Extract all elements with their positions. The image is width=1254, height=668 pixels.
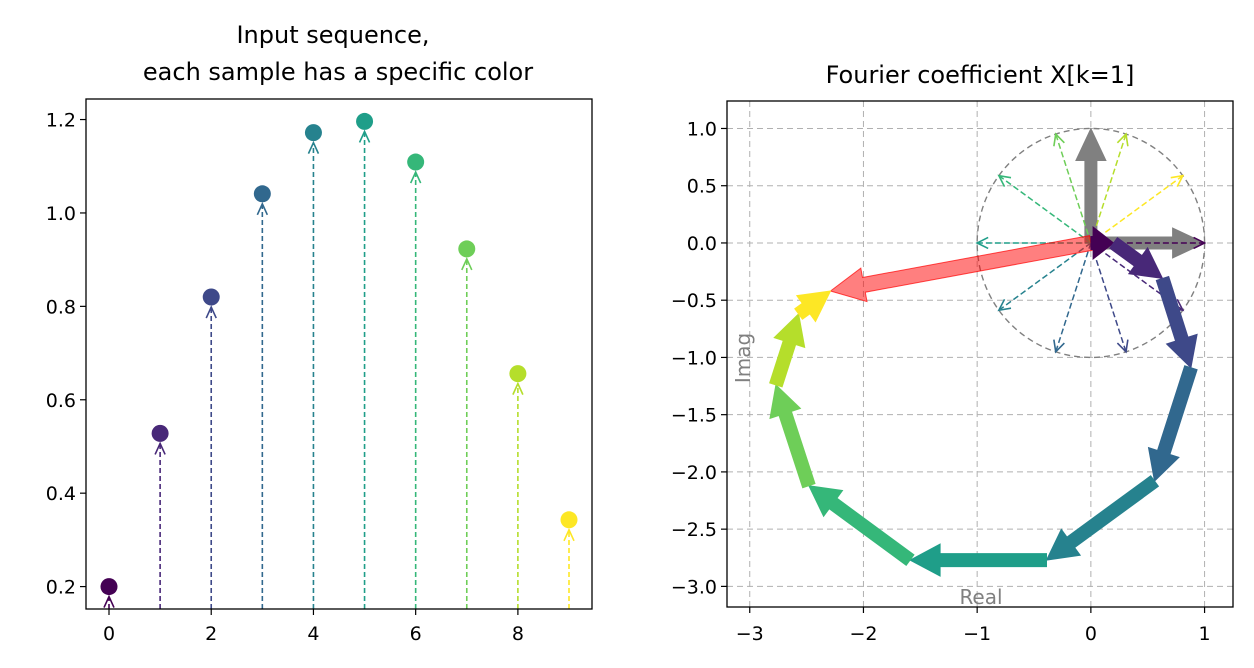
contribution-arrow <box>1090 225 1115 261</box>
contribution-arrow <box>808 485 915 566</box>
imag-basis-arrow <box>1075 127 1107 244</box>
y-tick-label: −2.0 <box>671 462 717 484</box>
stem-arrowhead <box>563 527 575 542</box>
plot-frame <box>726 100 1234 608</box>
stem-marker <box>560 511 578 529</box>
unit-vector-line <box>1000 242 1092 310</box>
x-tick-label: 0 <box>1085 623 1097 645</box>
contribution-arrow <box>794 290 832 323</box>
unit-vector-line <box>1090 135 1127 244</box>
y-tick-label: −0.5 <box>671 290 717 312</box>
unit-vector-arrowhead <box>1053 339 1065 354</box>
stem-arrowhead <box>307 140 320 154</box>
unit-vector-arrowhead <box>1116 132 1129 147</box>
stem-marker <box>151 424 169 442</box>
chart-title: Fourier coefficient X[k=1] <box>826 61 1135 89</box>
chart-title-line-1: Input sequence, <box>236 21 429 49</box>
contribution-arrow <box>1045 475 1160 561</box>
unit-vector-arrowhead <box>1193 236 1207 250</box>
unit-vector-line <box>1055 135 1092 244</box>
unit-vector-line <box>1090 242 1127 351</box>
x-tick-label: 1 <box>1199 623 1211 645</box>
y-tick-label: 0.4 <box>46 483 76 505</box>
stem-marker <box>509 365 527 383</box>
stem-marker <box>304 124 322 142</box>
stem-marker <box>356 112 374 130</box>
unit-vector-line <box>1090 176 1182 244</box>
x-tick-label: 0 <box>103 623 115 645</box>
unit-vector-arrowhead <box>975 236 989 250</box>
contribution-arrow <box>909 543 1047 577</box>
stem-marker <box>202 288 220 306</box>
stem-arrowhead <box>103 594 115 608</box>
y-tick-label: 0.2 <box>46 577 76 599</box>
stem-arrowhead <box>205 305 217 319</box>
stem-arrowhead <box>154 441 166 455</box>
fourier-coefficient-arrow <box>829 235 1093 303</box>
stem-arrowhead <box>409 170 422 184</box>
stem-arrowhead <box>512 381 524 395</box>
y-tick-label: −1.0 <box>671 347 717 369</box>
plot-frame <box>85 98 593 610</box>
stem-marker <box>407 153 425 171</box>
unit-vector-arrowhead <box>1116 339 1129 354</box>
stem-marker <box>100 578 118 596</box>
y-axis-label: Imag <box>731 333 755 383</box>
stem-chart: Input sequence, each sample has a specif… <box>46 21 593 645</box>
chart-title-line-2: each sample has a specific color <box>143 58 533 86</box>
y-tick-label: 0.6 <box>46 390 76 412</box>
x-tick-label: 4 <box>307 623 319 645</box>
x-tick-label: 2 <box>205 623 217 645</box>
y-tick-label: −3.0 <box>671 576 717 598</box>
y-tick-label: 0.0 <box>687 233 717 255</box>
stem-arrowhead <box>358 129 371 143</box>
unit-vector-arrowhead <box>1170 174 1185 187</box>
contribution-arrow <box>1109 237 1164 280</box>
y-tick-label: −1.5 <box>671 405 717 427</box>
x-tick-label: −2 <box>849 623 877 645</box>
contribution-arrow <box>1155 275 1198 369</box>
x-tick-label: −1 <box>963 623 991 645</box>
y-tick-label: 1.0 <box>46 203 76 225</box>
unit-vector-line <box>1055 242 1092 351</box>
x-tick-label: 8 <box>512 623 524 645</box>
unit-vector-arrowhead <box>1053 132 1065 147</box>
stem-marker <box>253 185 271 203</box>
x-tick-label: 6 <box>410 623 422 645</box>
unit-vector-line <box>1000 176 1092 244</box>
contribution-arrow <box>1147 365 1198 483</box>
y-tick-label: 0.8 <box>46 296 76 318</box>
phasor-chart: Fourier coefficient X[k=1] −3 −2 −1 0 1 1.0 0.… <box>671 61 1234 645</box>
x-tick-label: −3 <box>736 623 764 645</box>
contribution-arrow <box>769 312 806 388</box>
y-tick-label: −2.5 <box>671 519 717 541</box>
stem-marker <box>458 240 476 258</box>
y-tick-label: 0.5 <box>687 176 717 198</box>
contribution-arrow <box>769 383 816 489</box>
stem-arrowhead <box>461 256 473 271</box>
y-tick-label: 1.0 <box>687 118 717 140</box>
stem-arrowhead <box>256 201 269 216</box>
x-axis-label: Real <box>959 585 1002 609</box>
unit-vector-arrowhead <box>997 298 1012 312</box>
y-tick-label: 1.2 <box>46 110 76 132</box>
unit-vector-arrowhead <box>997 174 1012 187</box>
